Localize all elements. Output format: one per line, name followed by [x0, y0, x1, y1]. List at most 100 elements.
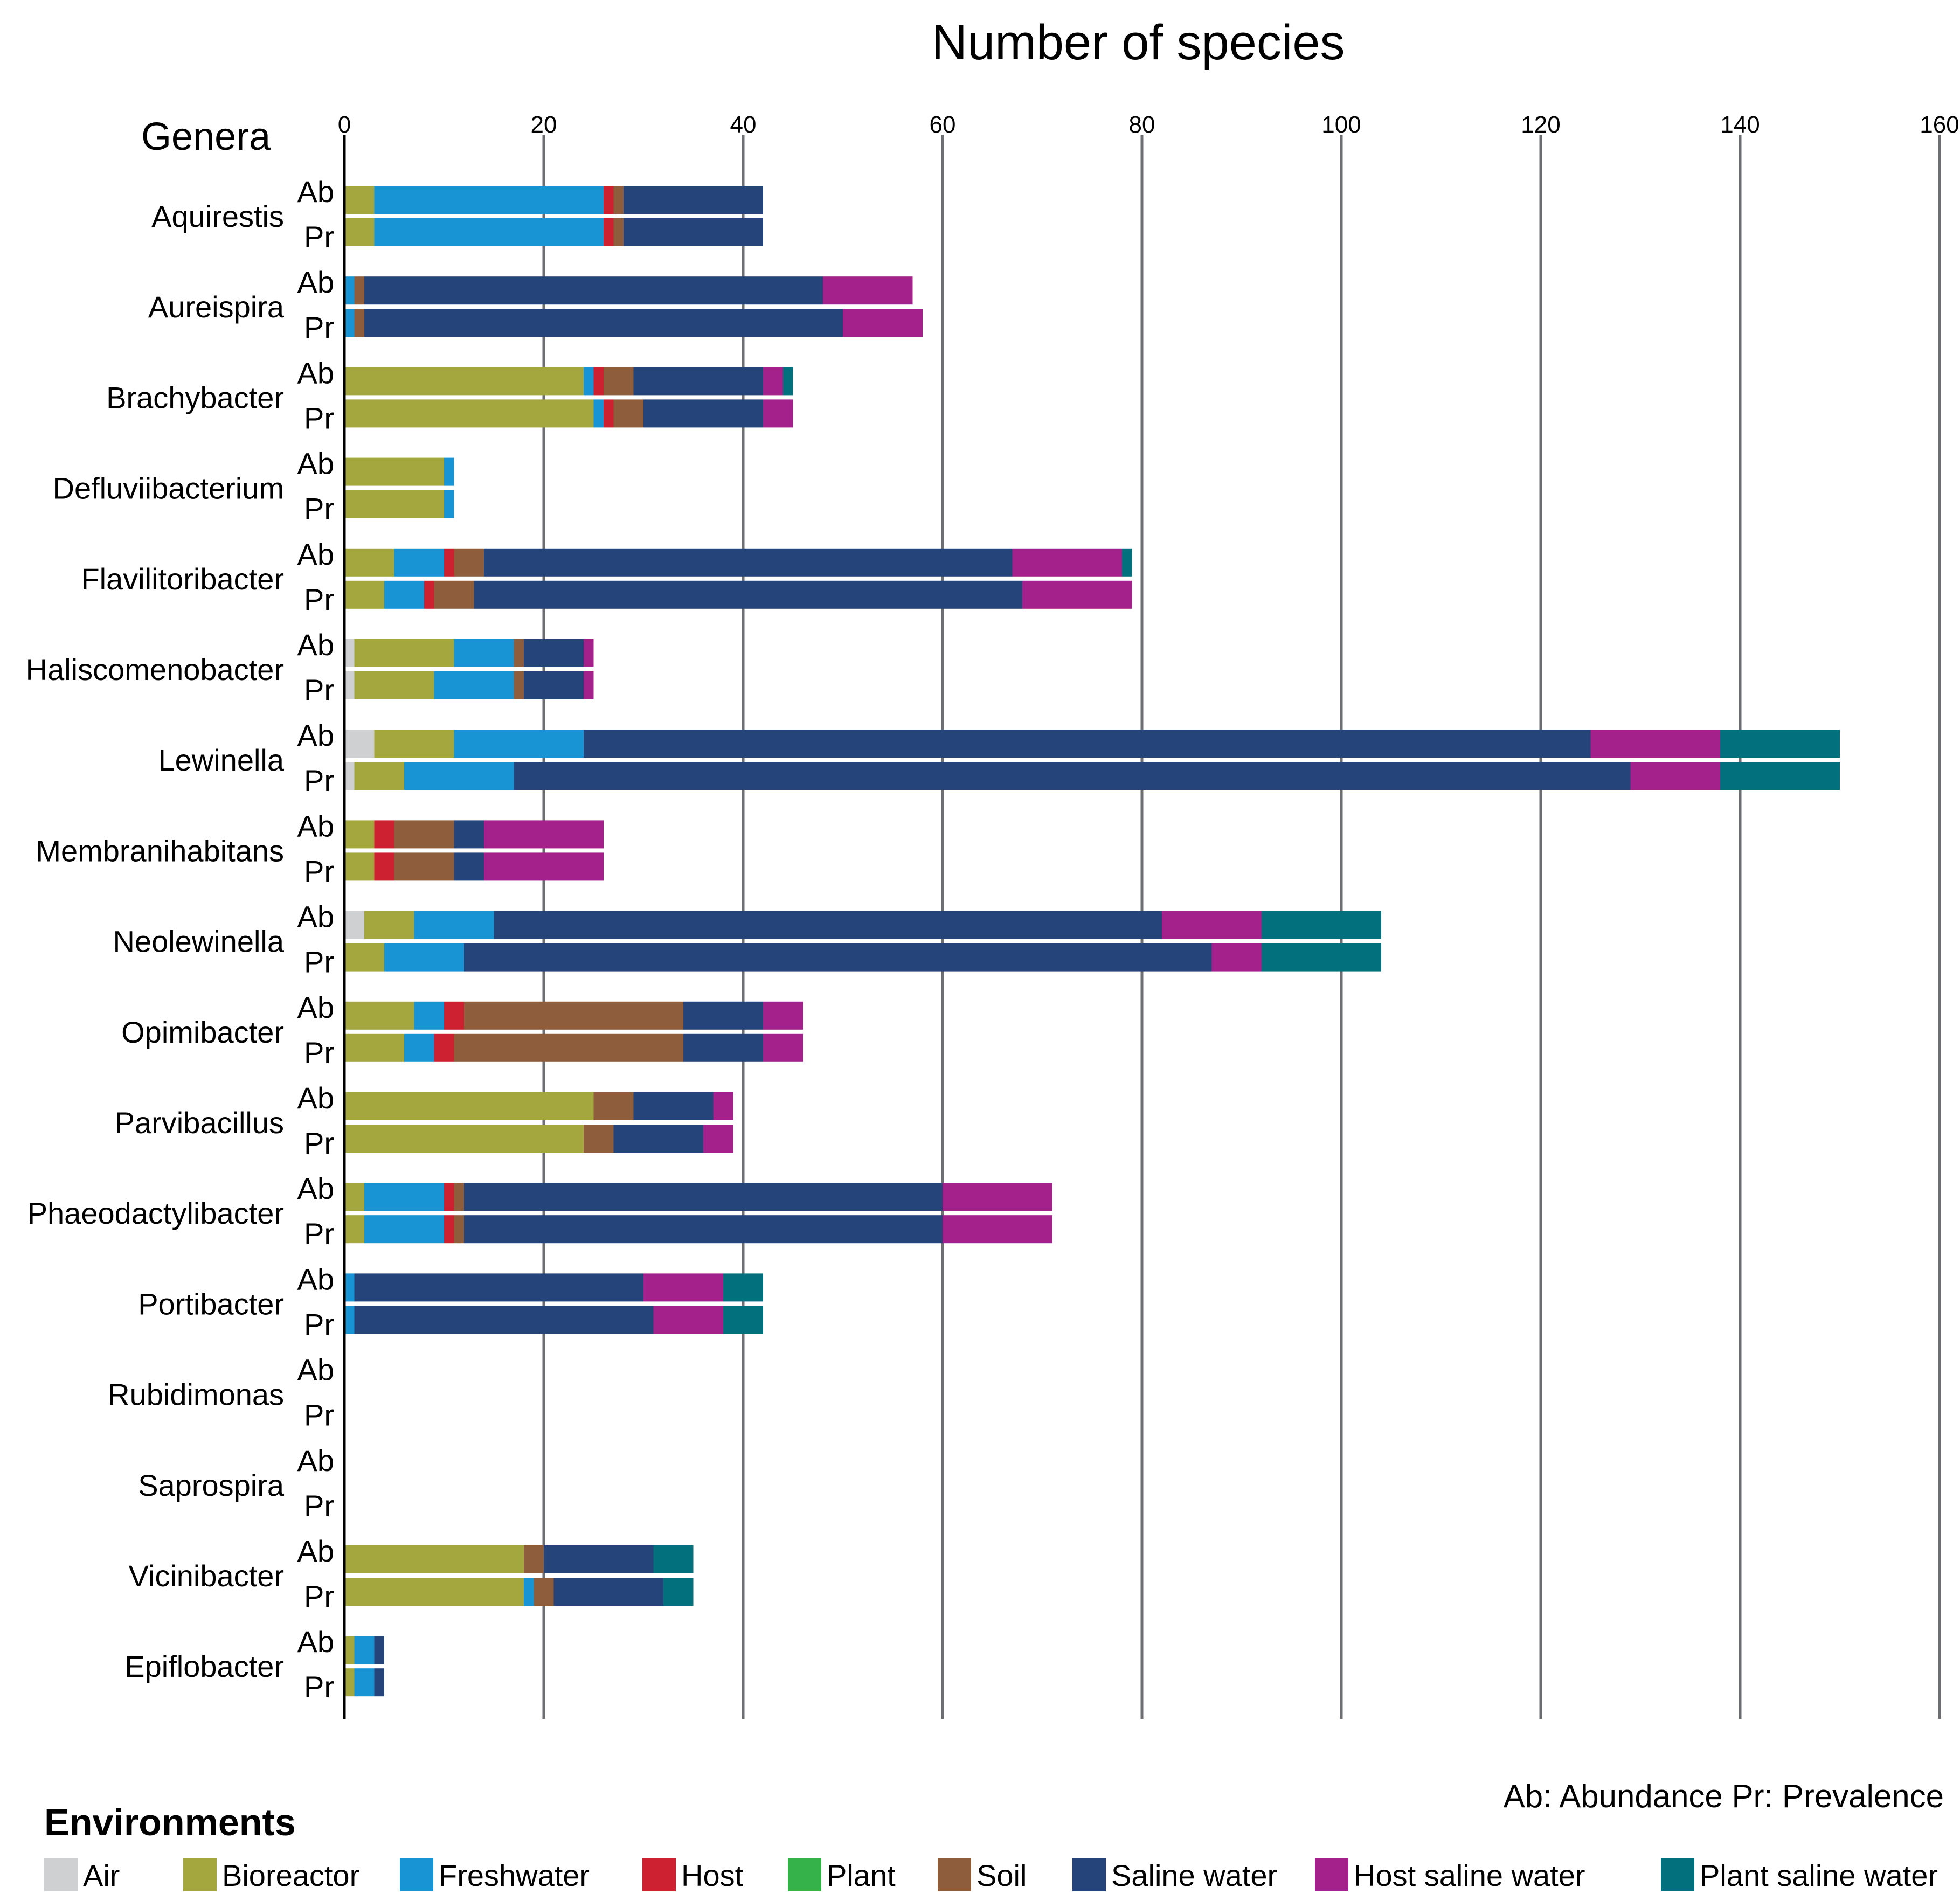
x-tick-label: 160: [1920, 112, 1959, 138]
bar-segment: [444, 490, 454, 518]
bar-segment: [534, 1578, 554, 1606]
bar-segment: [1720, 762, 1840, 790]
bar-segment: [454, 1033, 683, 1062]
bar-segment: [643, 399, 763, 428]
x-tick-label: 0: [338, 112, 351, 138]
row-label: Pr: [304, 1126, 334, 1160]
row-label: Pr: [304, 492, 334, 526]
bar-segment: [344, 186, 375, 214]
row-label: Pr: [304, 1036, 334, 1070]
bar-segment: [344, 1001, 414, 1030]
bar-segment: [344, 730, 375, 758]
legend-swatch: [400, 1858, 433, 1891]
bar-segment: [584, 367, 594, 396]
row-label: Pr: [304, 1579, 334, 1613]
bar-segment: [364, 1183, 444, 1211]
bar-segment: [344, 911, 364, 939]
row-label: Pr: [304, 1670, 334, 1704]
genus-label: Rubidimonas: [108, 1378, 284, 1412]
genus-label: Vicinibacter: [129, 1559, 284, 1593]
bar-segment: [514, 671, 524, 699]
row-label: Pr: [304, 1398, 334, 1432]
row-label: Pr: [304, 310, 334, 344]
bar-segment: [404, 762, 514, 790]
genus-label: Portibacter: [138, 1287, 284, 1321]
bar-segment: [404, 1033, 434, 1062]
bar-segment: [584, 730, 1591, 758]
bar-segment: [843, 309, 923, 337]
x-tick-labels: 0 20 40 60 80 100 120 140 160: [338, 112, 1959, 138]
bar-segment: [344, 1183, 364, 1211]
bar-segment: [344, 1668, 355, 1697]
legend-label: Host: [681, 1858, 744, 1892]
bar-segment: [604, 367, 634, 396]
x-tick-label: 80: [1129, 112, 1155, 138]
bar-segment: [454, 852, 484, 881]
bar-segment: [344, 1273, 355, 1302]
bar-segment: [374, 218, 604, 246]
bar-segment: [354, 671, 434, 699]
bar-segment: [344, 457, 444, 486]
bar-segment: [663, 1578, 694, 1606]
bars: [344, 186, 1840, 1697]
bar-segment: [344, 309, 355, 337]
bar-segment: [344, 1092, 594, 1120]
bar-segment: [444, 1001, 464, 1030]
bar-segment: [713, 1092, 733, 1120]
bar-segment: [1022, 580, 1132, 609]
bar-segment: [514, 762, 1631, 790]
legend-swatch: [938, 1858, 971, 1891]
legend-swatch: [44, 1858, 78, 1891]
bar-segment: [384, 943, 464, 972]
bar-segment: [454, 730, 584, 758]
bar-segment: [374, 1636, 384, 1664]
genus-label: Saprospira: [138, 1468, 285, 1502]
bar-segment: [344, 1578, 524, 1606]
bar-segment: [1211, 943, 1262, 972]
bar-segment: [344, 548, 394, 577]
row-label: Ab: [297, 809, 335, 843]
category-labels: Aquirestis Ab Pr Aureispira Ab Pr Brachybacter…: [26, 175, 334, 1704]
x-tick-label: 40: [730, 112, 757, 138]
bar-segment: [544, 1545, 654, 1573]
bar-segment: [484, 852, 604, 881]
bar-segment: [524, 1545, 544, 1573]
bar-segment: [624, 218, 763, 246]
bar-segment: [683, 1001, 763, 1030]
genus-label: Neolewinella: [113, 925, 284, 959]
bar-segment: [364, 309, 843, 337]
bar-segment: [344, 367, 584, 396]
row-label: Ab: [297, 175, 335, 209]
bar-segment: [943, 1215, 1052, 1244]
bar-segment: [454, 1183, 464, 1211]
bar-segment: [344, 1306, 355, 1334]
bar-segment: [613, 399, 643, 428]
bar-segment: [783, 367, 793, 396]
bar-segment: [763, 1033, 803, 1062]
genus-label: Membranihabitans: [36, 834, 284, 868]
row-label: Pr: [304, 1307, 334, 1341]
genus-label: Flavilitoribacter: [81, 562, 284, 596]
bar-segment: [344, 1636, 355, 1664]
legend-label: Air: [83, 1858, 120, 1892]
genus-label: Aureispira: [148, 290, 285, 324]
bar-segment: [344, 1545, 524, 1573]
bar-segment: [424, 580, 434, 609]
bar-segment: [344, 1215, 364, 1244]
bar-segment: [344, 762, 355, 790]
row-label: Ab: [297, 1625, 335, 1659]
bar-segment: [434, 671, 514, 699]
bar-segment: [613, 218, 624, 246]
legend-label: Soil: [976, 1858, 1027, 1892]
legend-swatch: [183, 1858, 217, 1891]
legend-swatch: [788, 1858, 821, 1891]
bar-segment: [444, 548, 454, 577]
bar-segment: [703, 1125, 733, 1153]
bar-segment: [454, 1215, 464, 1244]
bar-segment: [344, 820, 375, 849]
x-tick-label: 120: [1521, 112, 1560, 138]
legend-title: Environments: [44, 1801, 296, 1843]
bar-segment: [1122, 548, 1132, 577]
row-label: Pr: [304, 1217, 334, 1251]
